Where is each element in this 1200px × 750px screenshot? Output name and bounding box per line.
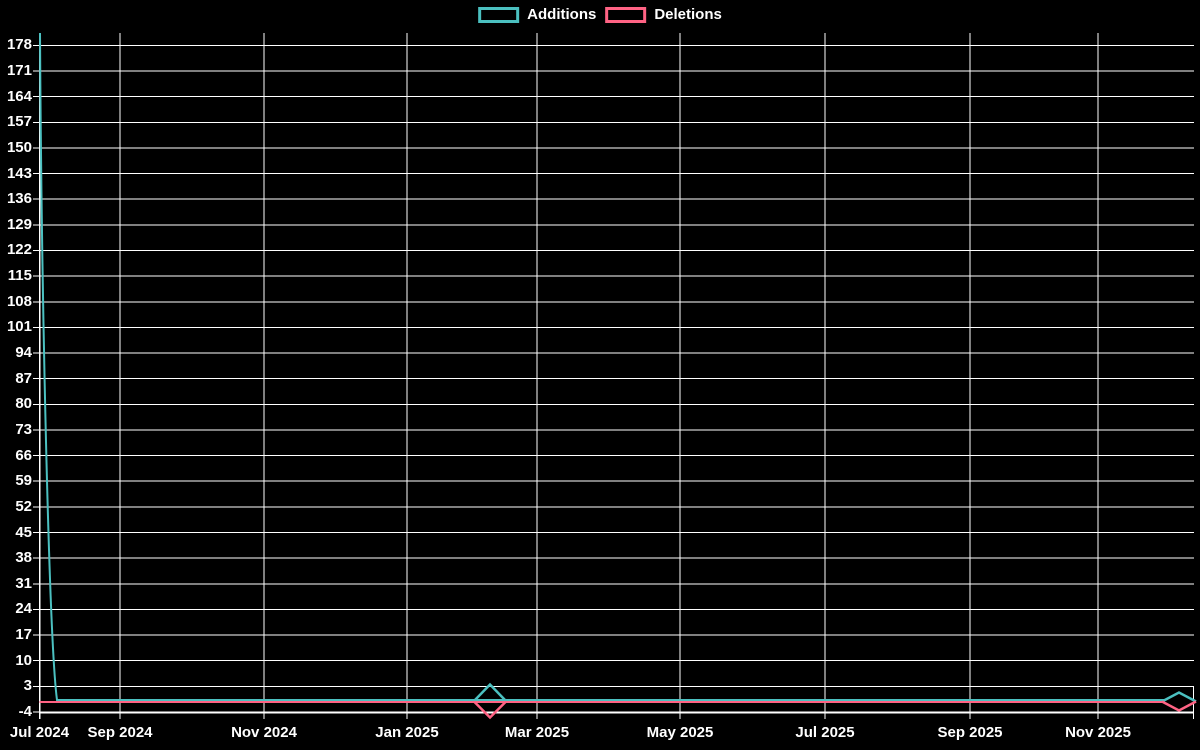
- y-axis-tick-label: 10: [15, 651, 32, 669]
- y-axis-tick-label: 87: [15, 369, 32, 387]
- x-axis-tick-label: Nov 2025: [1065, 724, 1131, 741]
- deletions-marker-dec2025-diamond[interactable]: [1161, 700, 1197, 712]
- y-axis-tick-label: 66: [15, 446, 32, 464]
- y-axis-tick-label: 143: [6, 164, 32, 182]
- y-axis-tick-label: 3: [23, 677, 32, 695]
- x-axis-tick-label: Jan 2025: [375, 724, 439, 741]
- additions-line: [39, 32, 1194, 701]
- y-axis-tick-label: 52: [15, 497, 32, 515]
- y-axis-tick-label: 31: [15, 574, 32, 592]
- deletions-legend-swatch: [605, 6, 647, 23]
- y-axis-tick-label: 45: [15, 523, 32, 541]
- y-axis-tick-label: 17: [15, 626, 32, 644]
- additions-marker-dec2025-diamond[interactable]: [1161, 691, 1197, 703]
- y-axis-tick-label: 129: [6, 215, 32, 233]
- additions-legend-label: Additions: [527, 6, 597, 23]
- deletions-marker-feb2025-diamond[interactable]: [473, 700, 507, 720]
- additions-legend-swatch: [478, 6, 520, 23]
- y-axis-tick-label: 38: [15, 549, 32, 567]
- end-marker-fill: [1162, 692, 1196, 711]
- deletions-legend-label: Deletions: [654, 6, 722, 23]
- x-axis-tick-label: Sep 2025: [937, 724, 1003, 741]
- y-axis-tick-label: 80: [15, 395, 32, 413]
- x-axis-tick-label: Jul 2025: [795, 724, 855, 741]
- y-axis-tick-label: 136: [6, 190, 32, 208]
- legend-item-deletions[interactable]: Deletions: [605, 6, 722, 23]
- chart-legend: Additions Deletions: [478, 6, 722, 23]
- y-axis-tick-label: 115: [7, 267, 32, 285]
- y-axis-tick-label: 101: [6, 318, 32, 336]
- y-axis-tick-label: 150: [6, 138, 32, 156]
- x-axis-tick-label: Jul 2024: [9, 724, 70, 741]
- x-axis-tick-label: Mar 2025: [504, 724, 570, 741]
- x-axis-tick-label: Sep 2024: [87, 724, 153, 741]
- x-axis-tick-label: May 2025: [646, 724, 714, 741]
- y-axis-tick-label: 94: [15, 344, 32, 362]
- legend-item-additions[interactable]: Additions: [478, 6, 596, 23]
- y-axis-tick-label: 73: [15, 420, 32, 438]
- additions-marker-feb2025-diamond[interactable]: [473, 682, 507, 702]
- y-axis-tick-label: 24: [15, 600, 32, 618]
- y-axis-tick-label: 164: [6, 87, 32, 105]
- y-axis-tick-label: 178: [6, 36, 32, 54]
- y-axis-tick-label: -4: [18, 703, 32, 720]
- y-axis-tick-label: 157: [6, 113, 32, 131]
- y-axis-tick-label: 122: [6, 241, 32, 259]
- y-axis-tick-label: 171: [6, 62, 32, 79]
- x-axis-tick-label: Nov 2024: [231, 724, 297, 741]
- y-axis-tick-label: 108: [6, 292, 32, 310]
- y-axis-tick-label: 59: [15, 472, 32, 490]
